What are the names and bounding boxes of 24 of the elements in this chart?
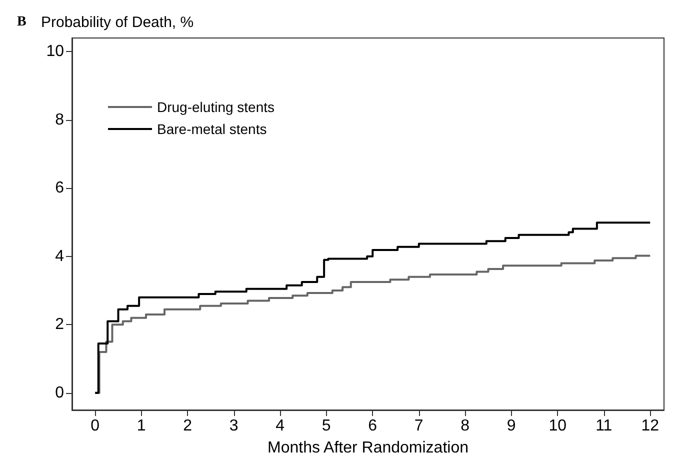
- x-tick-label: 7: [414, 418, 424, 434]
- x-tick-label: 10: [548, 418, 567, 434]
- x-tick-label: 11: [596, 418, 612, 434]
- x-tick-label: 12: [641, 418, 660, 434]
- legend-label: Drug-eluting stents: [157, 99, 275, 115]
- x-tick-label: 3: [229, 418, 238, 434]
- x-tick-label: 8: [460, 418, 470, 434]
- x-tick-label: 1: [136, 418, 146, 434]
- y-tick-label: 4: [55, 248, 64, 265]
- chart-title: B: [17, 14, 26, 30]
- x-axis-title: Months After Randomization: [268, 440, 468, 456]
- x-tick-label: 5: [322, 418, 331, 434]
- y-axis-title: Probability of Death, %: [41, 14, 194, 31]
- y-tick-label: 0: [55, 384, 64, 402]
- y-tick-label: 6: [55, 180, 64, 197]
- x-tick-label: 6: [368, 418, 378, 434]
- legend-label: Bare-metal stents: [157, 121, 267, 137]
- y-tick-label: 2: [55, 316, 64, 334]
- x-tick-label: 2: [183, 418, 192, 434]
- x-tick-label: 4: [276, 418, 285, 434]
- y-tick-label: 10: [46, 43, 64, 60]
- x-tick-label: 0: [90, 418, 100, 434]
- x-tick-label: 9: [506, 418, 516, 434]
- y-tick-label: 8: [55, 111, 64, 128]
